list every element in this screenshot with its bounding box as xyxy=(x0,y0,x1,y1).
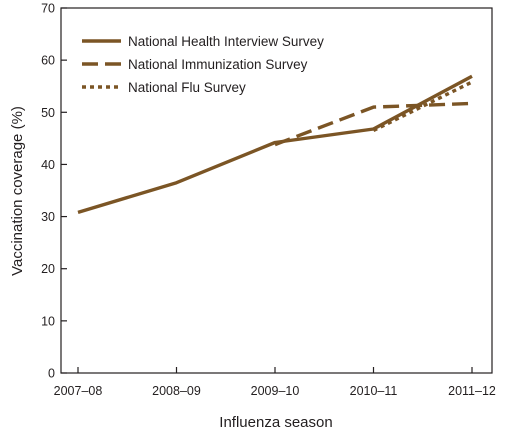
x-axis-ticks: 2007–08 2008–09 2009–10 2010–11 2011–12 xyxy=(54,367,496,398)
axes xyxy=(60,7,493,374)
series-line-national-immunization-survey xyxy=(274,101,473,147)
series-line-national-health-interview-survey xyxy=(77,74,473,215)
legend: National Health Interview Survey National… xyxy=(82,34,324,95)
y-tick-label: 10 xyxy=(41,314,55,328)
y-axis-title: Vaccination coverage (%) xyxy=(9,106,26,276)
x-tick-label: 2009–10 xyxy=(251,384,300,398)
y-axis-ticks: 0 10 20 30 40 50 60 70 xyxy=(41,2,67,381)
y-tick-label: 60 xyxy=(41,54,55,68)
plot-frame xyxy=(60,7,493,374)
series-lines xyxy=(77,74,473,215)
legend-label: National Health Interview Survey xyxy=(128,34,324,49)
y-tick-label: 40 xyxy=(41,158,55,172)
y-tick-label: 50 xyxy=(41,106,55,120)
series-line-national-flu-survey xyxy=(372,80,473,133)
x-tick-label: 2011–12 xyxy=(448,384,496,398)
y-tick-label: 70 xyxy=(41,2,55,16)
legend-label: National Immunization Survey xyxy=(128,57,308,72)
x-tick-label: 2007–08 xyxy=(54,384,103,398)
x-axis-title: Influenza season xyxy=(219,414,332,431)
y-tick-label: 30 xyxy=(41,210,55,224)
legend-label: National Flu Survey xyxy=(128,80,246,95)
x-tick-label: 2008–09 xyxy=(152,384,201,398)
y-tick-label: 0 xyxy=(48,367,55,381)
y-tick-label: 20 xyxy=(41,262,55,276)
x-tick-label: 2010–11 xyxy=(350,384,398,398)
